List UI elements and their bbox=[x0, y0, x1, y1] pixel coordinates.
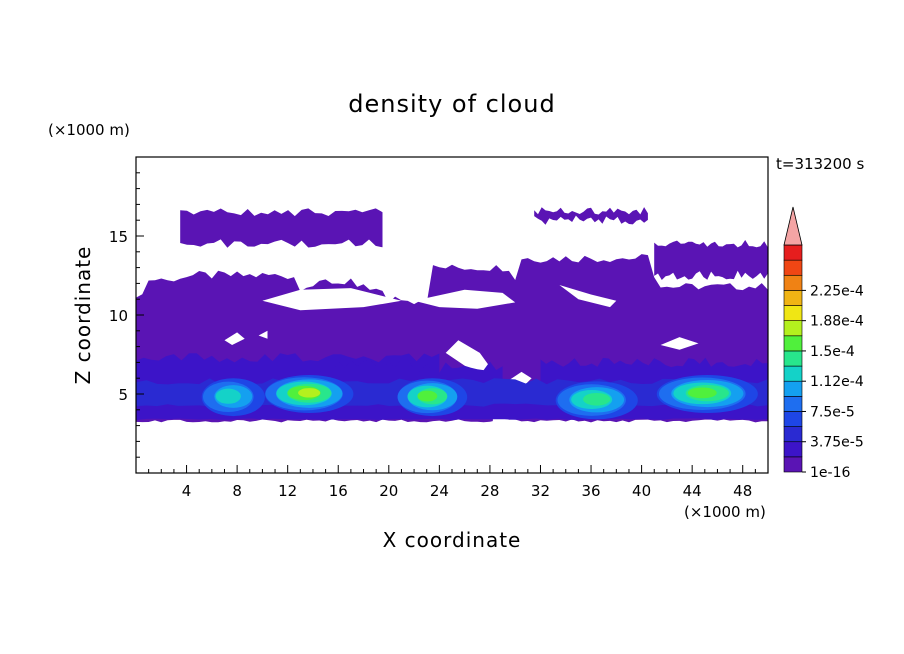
clear-sky-gap bbox=[258, 330, 268, 339]
colorbar-swatch bbox=[783, 411, 803, 427]
y-tick-label: 5 bbox=[118, 386, 128, 404]
colorbar-swatch bbox=[783, 244, 803, 261]
x-tick-label: 24 bbox=[430, 482, 449, 500]
colorbar-swatch bbox=[783, 335, 803, 352]
colorbar-label: 1e-16 bbox=[810, 465, 850, 481]
colorbar-label: 3.75e-5 bbox=[810, 435, 864, 451]
x-tick-label: 16 bbox=[329, 482, 348, 500]
clear-sky-gap bbox=[559, 285, 617, 308]
colorbar-swatch bbox=[783, 396, 803, 412]
time-label: t=313200 s bbox=[776, 155, 864, 173]
colorbar-swatch bbox=[783, 350, 803, 367]
clear-sky-gap bbox=[414, 289, 516, 309]
colorbar-swatch bbox=[783, 380, 803, 397]
colorbar-swatch bbox=[783, 441, 803, 458]
clear-sky-gap bbox=[660, 337, 699, 350]
y-unit-label: (×1000 m) bbox=[48, 121, 130, 139]
colorbar-swatch bbox=[783, 259, 803, 276]
y-tick-label: 15 bbox=[109, 228, 128, 246]
colorbar-swatch bbox=[783, 320, 803, 337]
colorbar-label: 1.12e-4 bbox=[810, 374, 864, 390]
x-tick-label: 8 bbox=[232, 482, 242, 500]
y-tick-label: 10 bbox=[109, 307, 128, 325]
colorbar-swatch bbox=[783, 305, 803, 321]
colorbar-swatch bbox=[783, 365, 803, 382]
high-cloud-patch bbox=[180, 208, 383, 248]
high-cloud-patch bbox=[654, 240, 768, 280]
colorbar-extend-arrow bbox=[783, 206, 803, 246]
clear-sky-gap bbox=[224, 332, 245, 345]
colorbar-label: 7.5e-5 bbox=[810, 404, 855, 420]
x-tick-label: 48 bbox=[733, 482, 752, 500]
x-tick-label: 40 bbox=[632, 482, 651, 500]
colorbar-swatch bbox=[783, 290, 803, 306]
x-tick-label: 12 bbox=[278, 482, 297, 500]
colorbar-label: 2.25e-4 bbox=[810, 283, 864, 299]
x-tick-label: 28 bbox=[480, 482, 499, 500]
colorbar-swatch bbox=[783, 456, 803, 473]
colorbar-swatch bbox=[783, 426, 803, 443]
cloud-density-field bbox=[136, 207, 768, 428]
dense-core-level-9 bbox=[298, 388, 321, 398]
x-tick-label: 44 bbox=[683, 482, 702, 500]
y-axis-label: Z coordinate bbox=[71, 246, 95, 385]
x-tick-label: 4 bbox=[182, 482, 192, 500]
colorbar: 1e-16 3.75e-5 7.5e-5 1.12e-4 1.5e-4 1.88e-4 2.… bbox=[783, 206, 864, 481]
colorbar-swatch bbox=[783, 274, 803, 291]
dense-core-level-8 bbox=[417, 390, 438, 402]
x-unit-label: (×1000 m) bbox=[684, 503, 766, 521]
x-axis-label: X coordinate bbox=[383, 528, 522, 552]
x-tick-label: 36 bbox=[581, 482, 600, 500]
x-tick-label: 20 bbox=[379, 482, 398, 500]
clear-sky-gap bbox=[262, 288, 402, 311]
dense-core-level-8 bbox=[687, 387, 717, 399]
colorbar-label: 1.5e-4 bbox=[810, 344, 855, 360]
dense-core-level-6 bbox=[215, 388, 241, 404]
x-tick-label: 32 bbox=[531, 482, 550, 500]
colorbar-label: 1.88e-4 bbox=[810, 314, 864, 330]
high-cloud-patch bbox=[534, 207, 648, 225]
dense-core-level-7 bbox=[583, 392, 611, 406]
chart-title: density of cloud bbox=[348, 90, 555, 118]
